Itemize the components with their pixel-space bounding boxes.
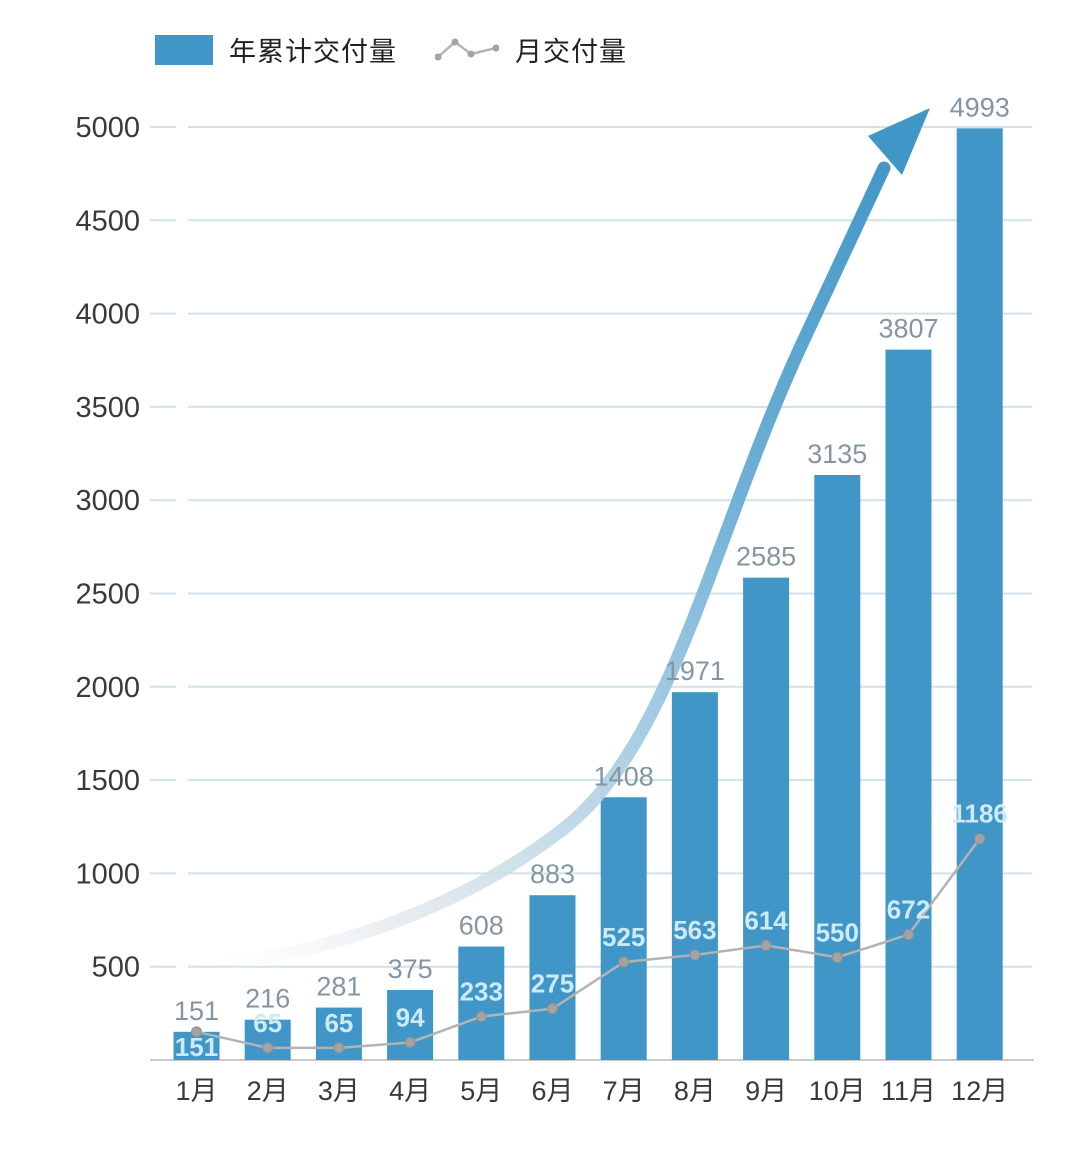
monthly-line xyxy=(196,837,981,1050)
bar-value-label: 281 xyxy=(316,972,361,1002)
bar-12月 xyxy=(956,128,1003,1060)
bar-value-label: 3807 xyxy=(878,314,938,344)
legend-label-cumulative: 年累计交付量 xyxy=(229,37,397,67)
bar-value-label: 375 xyxy=(388,954,433,984)
bar-value-label: 151 xyxy=(174,996,219,1026)
monthly-dot-6月 xyxy=(547,1003,558,1015)
x-axis-label-1月: 1月 xyxy=(175,1076,217,1106)
y-axis-label: 3500 xyxy=(75,392,140,424)
bar-value-label: 1408 xyxy=(594,761,654,791)
monthly-dot-8月 xyxy=(689,949,701,961)
monthly-dot-9月 xyxy=(760,939,772,951)
monthly-dot-12月 xyxy=(974,833,986,845)
trend-arrow-curve xyxy=(213,161,891,972)
line-value-label: 275 xyxy=(531,969,574,999)
x-axis-label-6月: 6月 xyxy=(531,1076,573,1106)
bar-7月 xyxy=(600,797,647,1060)
x-axis-label-8月: 8月 xyxy=(674,1076,716,1106)
monthly-dot-5月 xyxy=(475,1011,487,1023)
y-axis-label: 2500 xyxy=(75,579,140,611)
legend-line-dot xyxy=(492,44,499,51)
bar-6月 xyxy=(529,895,576,1060)
x-axis-label-3月: 3月 xyxy=(318,1076,360,1106)
monthly-dot-2月 xyxy=(262,1042,274,1054)
line-value-label: 563 xyxy=(673,915,716,945)
bar-value-label: 216 xyxy=(245,984,290,1014)
y-axis-label: 500 xyxy=(92,952,140,984)
bar-value-label: 3135 xyxy=(807,439,867,469)
monthly-dot-3月 xyxy=(333,1042,345,1054)
monthly-dot-1月 xyxy=(191,1026,202,1038)
line-value-label: 65 xyxy=(253,1008,282,1038)
trend-arrow-head-icon xyxy=(868,108,930,175)
y-axis-label: 4000 xyxy=(75,299,140,331)
y-axis-label: 1500 xyxy=(75,765,140,797)
line-value-label: 94 xyxy=(396,1002,425,1032)
y-axis-label: 3000 xyxy=(75,485,140,517)
line-value-label: 1186 xyxy=(951,799,1007,829)
legend-label-monthly: 月交付量 xyxy=(515,37,627,67)
bar-9月 xyxy=(743,577,790,1060)
x-axis-label-9月: 9月 xyxy=(745,1076,787,1106)
x-axis-label-7月: 7月 xyxy=(603,1076,645,1106)
line-value-label: 550 xyxy=(816,917,859,947)
bar-value-label: 4993 xyxy=(950,92,1010,122)
legend-item-monthly: 月交付量 xyxy=(435,30,627,69)
line-value-label: 151 xyxy=(175,1032,218,1062)
x-axis-label-11月: 11月 xyxy=(881,1076,936,1106)
x-axis-label-2月: 2月 xyxy=(247,1076,289,1106)
monthly-dot-4月 xyxy=(404,1036,416,1048)
bar-value-label: 1971 xyxy=(665,656,725,686)
line-value-label: 233 xyxy=(460,977,503,1007)
y-axis-label: 2000 xyxy=(75,672,140,704)
line-value-label: 525 xyxy=(602,922,645,952)
line-value-label: 614 xyxy=(744,905,788,935)
bar-series-swatch-icon xyxy=(155,34,213,65)
line-value-label: 672 xyxy=(887,895,930,925)
bar-5月 xyxy=(458,946,505,1060)
legend-line-dot xyxy=(467,50,475,57)
bar-8月 xyxy=(671,692,718,1060)
y-axis-label: 4500 xyxy=(75,205,140,237)
legend-line-dot xyxy=(435,53,442,60)
x-axis-label-5月: 5月 xyxy=(460,1076,502,1106)
bar-11月 xyxy=(885,349,932,1061)
monthly-dot-10月 xyxy=(831,951,843,963)
bar-value-label: 2585 xyxy=(736,542,796,572)
x-axis-label-4月: 4月 xyxy=(389,1076,431,1106)
x-axis-label-10月: 10月 xyxy=(809,1076,866,1106)
monthly-dot-11月 xyxy=(903,929,914,941)
legend: 年累计交付量 月交付量 xyxy=(155,30,627,69)
bar-value-label: 608 xyxy=(459,911,504,941)
bar-10月 xyxy=(814,475,861,1060)
legend-line-glyph xyxy=(437,39,497,58)
line-series-swatch-icon xyxy=(435,38,499,60)
bar-value-label: 883 xyxy=(530,859,575,889)
bar-4月 xyxy=(387,990,434,1060)
y-axis-label: 5000 xyxy=(75,112,140,144)
legend-line-dot xyxy=(451,38,459,45)
legend-item-cumulative: 年累计交付量 xyxy=(155,30,397,69)
y-axis-label: 1000 xyxy=(75,858,140,890)
monthly-dot-7月 xyxy=(618,956,630,968)
x-axis-label-12月: 12月 xyxy=(951,1076,1008,1106)
line-value-label: 65 xyxy=(324,1008,353,1038)
